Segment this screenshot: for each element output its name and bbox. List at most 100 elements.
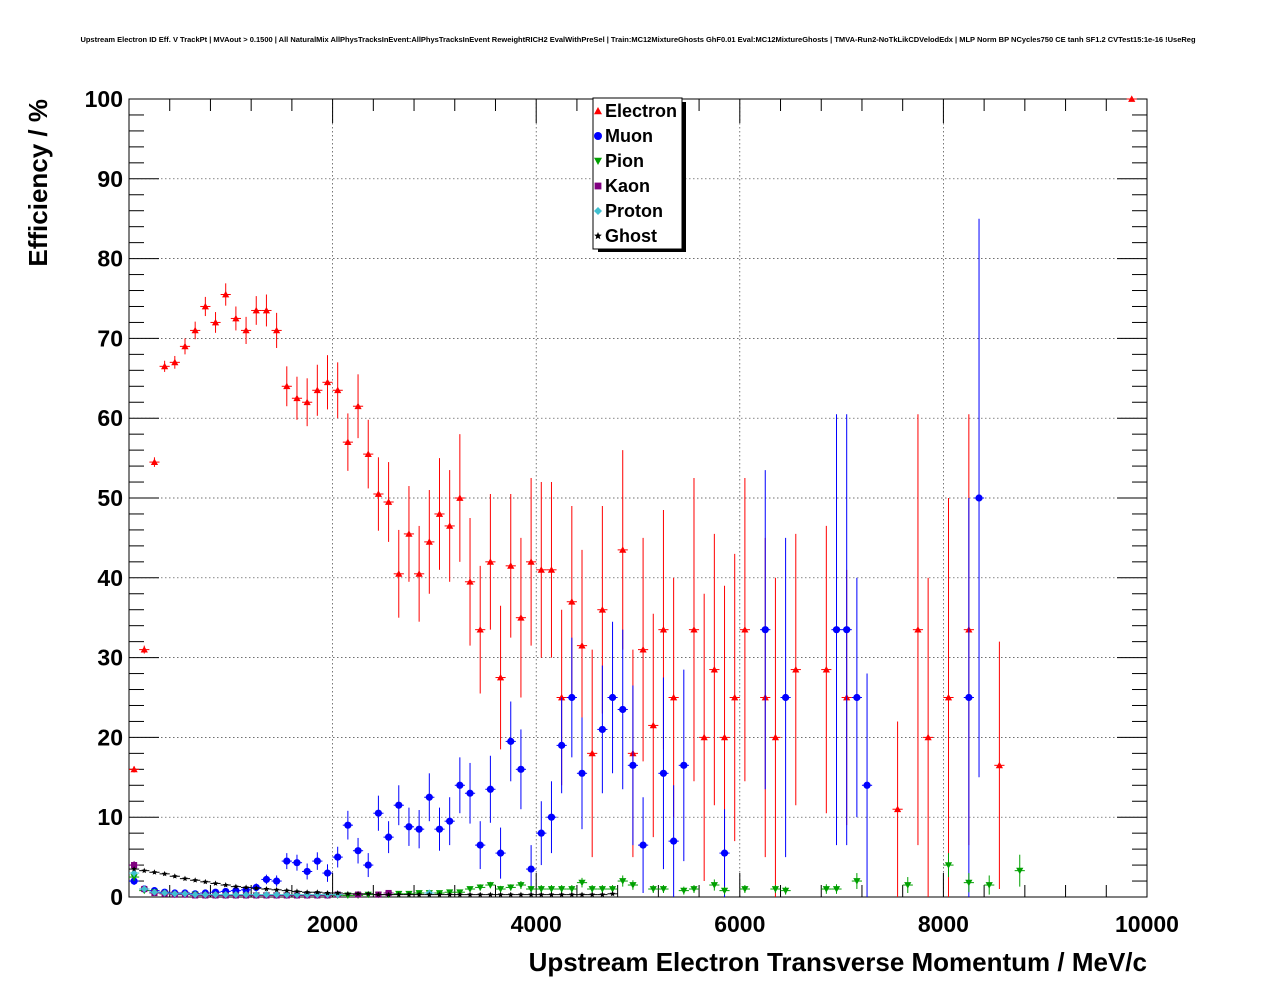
electron-data-point	[322, 355, 333, 410]
electron-marker	[690, 626, 698, 633]
electron-marker	[466, 578, 474, 585]
muon-data-point	[658, 677, 669, 870]
ghost-data-point	[505, 891, 516, 898]
ghost-marker	[548, 891, 555, 898]
muon-data-point	[302, 863, 313, 880]
pion-marker	[782, 887, 790, 895]
muon-marker	[384, 833, 393, 841]
electron-marker	[222, 290, 230, 298]
ghost-marker	[457, 891, 463, 898]
ghost-marker	[497, 891, 504, 898]
pion-data-point	[821, 884, 832, 894]
legend-label: Kaon	[605, 176, 650, 196]
electron-marker	[649, 721, 657, 729]
ghost-data-point	[363, 890, 374, 897]
y-tick-label: 20	[97, 724, 123, 750]
electron-marker	[446, 522, 454, 529]
electron-marker	[822, 665, 830, 673]
pion-marker	[904, 882, 912, 889]
electron-marker	[639, 646, 647, 653]
ghost-marker	[589, 891, 596, 898]
electron-data-point	[485, 494, 496, 630]
muon-marker	[670, 837, 678, 845]
electron-data-point	[332, 362, 343, 419]
muon-marker	[486, 785, 494, 793]
muon-marker	[537, 829, 545, 837]
electron-data-point	[729, 553, 740, 842]
muon-marker	[761, 626, 769, 634]
ghost-data-point	[475, 891, 486, 898]
electron-marker	[720, 733, 729, 741]
muon-data-point	[464, 762, 476, 824]
muon-marker	[476, 841, 484, 849]
proton-marker	[150, 888, 159, 896]
pion-data-point	[902, 877, 913, 894]
legend-label: Proton	[605, 201, 663, 221]
electron-marker	[496, 673, 505, 681]
pion-marker	[771, 886, 780, 893]
electron-marker	[344, 438, 352, 446]
ghost-marker	[324, 890, 331, 896]
pion-data-point	[719, 886, 730, 895]
muon-marker	[629, 761, 637, 769]
muon-marker	[517, 765, 525, 773]
electron-data-point	[739, 478, 750, 782]
pion-marker	[832, 886, 841, 893]
ghost-marker	[294, 888, 300, 894]
electron-marker	[191, 326, 199, 334]
pion-data-point	[495, 885, 506, 893]
electron-data-point	[352, 374, 364, 439]
muon-marker	[273, 877, 281, 885]
legend-label: Muon	[605, 126, 653, 146]
ghost-marker	[558, 891, 565, 898]
proton-data-point	[190, 891, 201, 899]
proton-data-point	[210, 891, 221, 899]
ghost-data-point	[414, 891, 425, 898]
muon-marker	[680, 761, 688, 769]
electron-data-point	[638, 537, 649, 762]
pion-marker	[466, 886, 474, 893]
electron-data-point	[587, 649, 598, 858]
muon-marker	[568, 693, 576, 702]
series-muon	[129, 218, 985, 898]
pion-marker	[710, 882, 718, 889]
muon-data-point	[363, 853, 374, 878]
proton-data-point	[291, 891, 303, 899]
muon-marker	[720, 849, 729, 857]
proton-marker	[171, 890, 179, 898]
ghost-marker	[212, 880, 219, 886]
electron-marker	[171, 358, 179, 366]
muon-data-point	[271, 875, 282, 887]
muon-data-point	[515, 729, 527, 810]
pion-data-point	[984, 875, 995, 895]
pion-data-point	[770, 885, 781, 894]
ghost-data-point	[576, 891, 588, 898]
electron-data-point	[383, 462, 394, 542]
ghost-data-point	[587, 891, 598, 898]
muon-marker	[374, 809, 383, 817]
electron-marker	[140, 646, 148, 653]
pion-data-point	[831, 884, 842, 894]
muon-data-point	[668, 785, 679, 897]
electron-data-point	[240, 316, 252, 344]
proton-data-point	[251, 891, 262, 899]
muon-marker	[364, 861, 372, 869]
electron-marker	[364, 450, 372, 457]
pion-data-point	[515, 881, 527, 890]
muon-data-point	[281, 853, 292, 870]
muon-data-point	[973, 218, 985, 778]
ghost-marker	[446, 891, 453, 898]
muon-data-point	[841, 414, 852, 846]
electron-marker	[130, 765, 138, 773]
electron-marker	[741, 626, 749, 633]
electron-marker	[792, 665, 800, 673]
pion-data-point	[851, 873, 862, 890]
ghost-marker	[253, 885, 260, 891]
pion-marker	[588, 886, 596, 893]
muon-data-point	[312, 852, 323, 870]
proton-marker	[211, 891, 220, 899]
ghost-data-point	[291, 888, 303, 894]
y-axis-title: Efficiency / %	[23, 99, 53, 267]
legend-kaon-marker	[594, 182, 602, 190]
proton-marker	[303, 891, 311, 899]
